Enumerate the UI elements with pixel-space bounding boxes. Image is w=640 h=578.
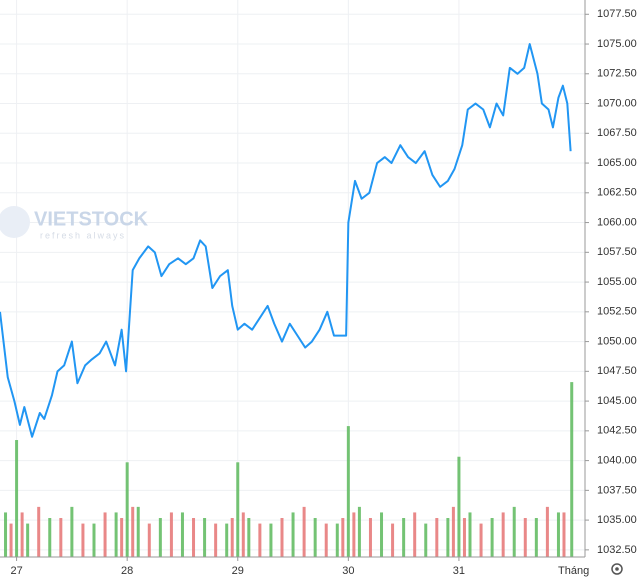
y-tick-label: 1050.00	[597, 335, 637, 347]
y-tick-label: 1070.00	[597, 97, 637, 109]
y-tick-label: 1032.50	[597, 544, 637, 556]
volume-bar	[313, 518, 317, 557]
volume-bar	[324, 523, 328, 557]
volume-bar	[462, 518, 466, 557]
volume-bar	[230, 518, 234, 557]
y-tick-label: 1040.00	[597, 455, 637, 467]
settings-icon[interactable]	[611, 563, 623, 575]
y-tick-label: 1057.50	[597, 246, 637, 258]
volume-bar	[335, 523, 339, 557]
volume-bar	[147, 523, 151, 557]
x-tick-label: 29	[232, 565, 244, 577]
volume-bar	[446, 518, 450, 557]
volume-bar	[214, 523, 218, 557]
volume-bar	[269, 523, 273, 557]
volume-bar	[357, 506, 361, 557]
watermark-logo	[0, 206, 30, 238]
y-tick-label: 1037.50	[597, 484, 637, 496]
volume-bar	[346, 426, 350, 557]
volume-bar	[302, 506, 306, 557]
volume-bar	[534, 518, 538, 557]
volume-bar	[59, 518, 63, 557]
volume-bar	[424, 523, 428, 557]
y-tick-label: 1042.50	[597, 425, 637, 437]
y-tick-label: 1062.50	[597, 187, 637, 199]
plot	[0, 0, 585, 557]
x-tick-label: 28	[121, 565, 133, 577]
volume-bar	[501, 512, 505, 557]
volume-bar	[4, 512, 8, 557]
volume-bar	[9, 523, 13, 557]
volume-bar	[391, 523, 395, 557]
x-axis-label: Tháng	[558, 565, 589, 577]
volume-bar	[125, 462, 129, 557]
volume-bar	[120, 518, 124, 557]
volume-bar	[341, 518, 345, 557]
volume-bar	[258, 523, 262, 557]
volume-bar	[523, 518, 527, 557]
watermark: VIETSTOCK refresh always	[0, 206, 149, 240]
watermark-brand: VIETSTOCK	[34, 208, 149, 230]
x-tick-label: 27	[10, 565, 22, 577]
y-tick-label: 1045.00	[597, 395, 637, 407]
volume-bar	[368, 518, 372, 557]
volume-bar	[451, 506, 455, 557]
y-tick-label: 1052.50	[597, 306, 637, 318]
volume-bar	[545, 506, 549, 557]
y-tick-label: 1077.50	[597, 8, 637, 20]
price-line	[0, 43, 572, 438]
y-tick-label: 1075.00	[597, 38, 637, 50]
volume-bar	[70, 506, 74, 557]
volume-bar	[352, 512, 356, 557]
volume-bar	[490, 518, 494, 557]
volume-bar	[20, 512, 24, 557]
volume-bar	[136, 506, 140, 557]
volume-bar	[103, 512, 107, 557]
y-tick-label: 1055.00	[597, 276, 637, 288]
x-tick-label: 31	[453, 565, 465, 577]
volume-bar	[37, 506, 41, 557]
x-tick-label: 30	[342, 565, 354, 577]
volume-bar	[48, 518, 52, 557]
volume-bar	[92, 523, 96, 557]
volume-bar	[280, 518, 284, 557]
volume-bar	[247, 518, 251, 557]
volume-bar	[512, 506, 516, 557]
volume-bar	[562, 512, 566, 557]
y-tick-label: 1065.00	[597, 157, 637, 169]
y-tick-label: 1067.50	[597, 127, 637, 139]
y-tick-label: 1035.00	[597, 514, 637, 526]
volume-bar	[114, 512, 118, 557]
volume-bar	[158, 518, 162, 557]
watermark-tagline: refresh always	[40, 230, 126, 240]
y-tick-label: 1047.50	[597, 365, 637, 377]
y-tick-label: 1060.00	[597, 216, 637, 228]
volume-bar	[435, 518, 439, 557]
volume-bar	[479, 523, 483, 557]
volume-bar	[402, 518, 406, 557]
volume-bar	[26, 523, 30, 557]
volume-bar	[15, 440, 19, 557]
volume-bar	[131, 506, 135, 557]
volume-bar	[192, 518, 196, 557]
volume-bar	[468, 512, 472, 557]
y-tick-label: 1072.50	[597, 68, 637, 80]
volume-bar	[236, 462, 240, 557]
volume-bar	[180, 512, 184, 557]
volume-bar	[413, 512, 417, 557]
volume-bar	[556, 512, 560, 557]
volume-bar	[291, 512, 295, 557]
volume-bar	[225, 523, 229, 557]
volume-bar	[169, 512, 173, 557]
volume-bar	[81, 523, 85, 557]
volume-bar	[457, 456, 461, 557]
volume-bar	[380, 512, 384, 557]
volume-bar	[241, 512, 245, 557]
volume-bar	[203, 518, 207, 557]
volume-bar	[570, 382, 574, 557]
